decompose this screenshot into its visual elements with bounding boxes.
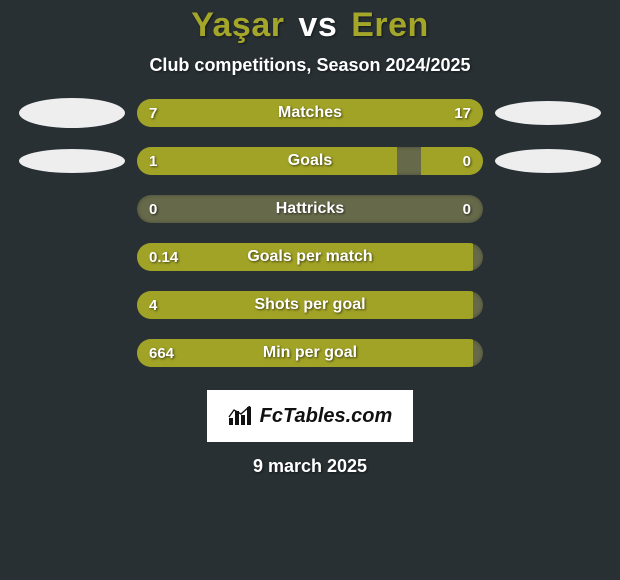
left-avatar-slot — [17, 338, 127, 368]
stat-bar: 7Matches17 — [137, 99, 483, 127]
left-avatar-slot — [17, 290, 127, 320]
stat-bar: 4Shots per goal — [137, 291, 483, 319]
left-avatar-slot — [17, 98, 127, 128]
stat-label: Goals per match — [137, 243, 483, 271]
stat-bar: 664Min per goal — [137, 339, 483, 367]
stat-label: Matches — [137, 99, 483, 127]
stat-row: 7Matches17 — [0, 98, 620, 128]
right-avatar-slot — [493, 98, 603, 128]
stat-bar: 0Hattricks0 — [137, 195, 483, 223]
stat-label: Hattricks — [137, 195, 483, 223]
player2-avatar — [495, 149, 601, 173]
left-avatar-slot — [17, 194, 127, 224]
title-vs: vs — [298, 6, 337, 44]
right-value: 17 — [454, 99, 471, 127]
right-avatar-slot — [493, 338, 603, 368]
right-value: 0 — [463, 195, 471, 223]
stat-row: 1Goals0 — [0, 146, 620, 176]
player1-avatar — [19, 149, 125, 173]
stat-row: 0.14Goals per match — [0, 242, 620, 272]
bar-chart-icon — [228, 406, 254, 426]
right-value: 0 — [463, 147, 471, 175]
stats-container: 7Matches171Goals00Hattricks00.14Goals pe… — [0, 98, 620, 386]
page-title: Yaşar vs Eren — [0, 6, 620, 45]
stat-bar: 0.14Goals per match — [137, 243, 483, 271]
subtitle: Club competitions, Season 2024/2025 — [0, 55, 620, 76]
player2-name: Eren — [351, 6, 429, 44]
logo-text: FcTables.com — [260, 405, 393, 428]
player1-name: Yaşar — [191, 6, 284, 44]
player2-avatar — [495, 101, 601, 125]
stat-row: 664Min per goal — [0, 338, 620, 368]
stat-row: 0Hattricks0 — [0, 194, 620, 224]
comparison-infographic: Yaşar vs Eren Club competitions, Season … — [0, 0, 620, 580]
left-avatar-slot — [17, 146, 127, 176]
date-label: 9 march 2025 — [0, 456, 620, 477]
right-avatar-slot — [493, 146, 603, 176]
right-avatar-slot — [493, 290, 603, 320]
left-avatar-slot — [17, 242, 127, 272]
stat-bar: 1Goals0 — [137, 147, 483, 175]
stat-label: Min per goal — [137, 339, 483, 367]
player1-avatar — [19, 98, 125, 128]
logo-badge: FcTables.com — [207, 390, 413, 442]
right-avatar-slot — [493, 242, 603, 272]
stat-row: 4Shots per goal — [0, 290, 620, 320]
stat-label: Goals — [137, 147, 483, 175]
stat-label: Shots per goal — [137, 291, 483, 319]
right-avatar-slot — [493, 194, 603, 224]
